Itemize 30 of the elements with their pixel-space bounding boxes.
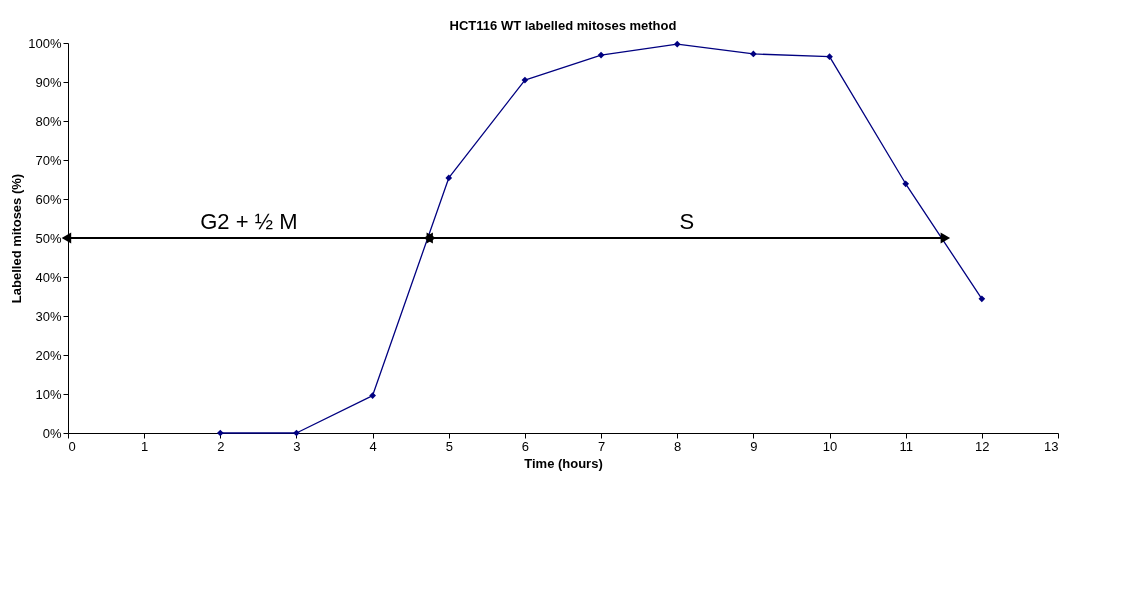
y-tick-label: 0%: [42, 425, 62, 441]
y-tick-label: 20%: [35, 347, 62, 363]
x-tick-label: 4: [369, 438, 377, 454]
y-tick-label: 50%: [35, 230, 62, 246]
x-tick-label: 8: [674, 438, 682, 454]
y-tick-label: 70%: [35, 152, 62, 168]
x-tick-label: 13: [1044, 438, 1059, 454]
x-tick-label: 0: [68, 438, 76, 454]
y-tick-label: 80%: [35, 113, 62, 129]
x-axis-title: Time (hours): [524, 455, 603, 471]
series-label: S: [679, 209, 695, 234]
y-tick-label: 30%: [35, 308, 62, 324]
chart-title: HCT116 WT labelled mitoses method: [449, 18, 677, 33]
y-tick-label: 10%: [35, 386, 62, 402]
x-tick-label: 7: [597, 438, 606, 454]
x-tick-label: 3: [293, 438, 301, 454]
y-tick-label: 100%: [28, 35, 62, 51]
y-axis-title: Labelled mitoses (%): [9, 173, 25, 304]
x-tick-label: 1: [141, 438, 149, 454]
x-tick-label: 10: [822, 438, 838, 454]
y-tick-label: 90%: [35, 74, 62, 90]
x-tick-label: 2: [217, 438, 225, 454]
y-tick-label: 60%: [35, 191, 62, 207]
x-tick-label: 6: [521, 438, 530, 454]
x-tick-label: 9: [750, 438, 758, 454]
series-label: G2 + ½ M: [200, 209, 298, 234]
x-tick-label: 11: [899, 438, 913, 454]
x-tick-label: 12: [975, 438, 990, 454]
x-tick-label: 5: [445, 438, 453, 454]
y-tick-label: 40%: [35, 269, 62, 285]
